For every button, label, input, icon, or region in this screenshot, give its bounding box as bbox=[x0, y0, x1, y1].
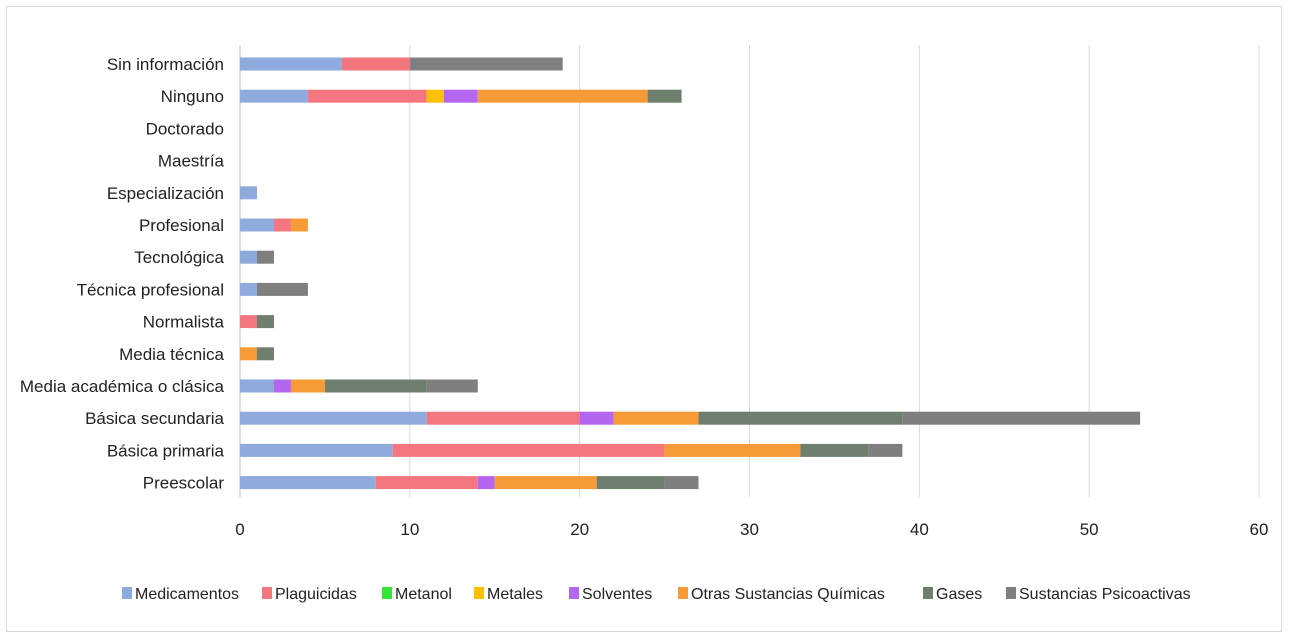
x-tick-label: 30 bbox=[740, 520, 759, 539]
bar-segment bbox=[240, 282, 257, 296]
category-label: Preescolar bbox=[143, 474, 225, 493]
category-label: Básica primaria bbox=[107, 441, 225, 460]
x-tick-label: 50 bbox=[1080, 520, 1099, 539]
legend-swatch bbox=[474, 587, 484, 599]
bar-segment bbox=[426, 411, 580, 425]
bar-segment bbox=[256, 315, 274, 329]
bar-segment bbox=[240, 315, 257, 329]
bar-segment bbox=[290, 379, 325, 393]
legend-label: Metanol bbox=[395, 586, 452, 603]
legend-label: Solventes bbox=[582, 586, 652, 603]
bar-segment bbox=[902, 411, 1141, 425]
legend-label: Otras Sustancias Químicas bbox=[691, 586, 885, 603]
category-label: Doctorado bbox=[146, 119, 224, 138]
legend-swatch bbox=[678, 587, 688, 599]
bar-segment bbox=[375, 476, 478, 490]
legend-label: Metales bbox=[487, 586, 543, 603]
chart-frame bbox=[6, 6, 1282, 632]
bar-segment bbox=[256, 250, 274, 264]
category-label: Normalista bbox=[143, 313, 225, 332]
category-labels: Preescolar Básica primaria Básica secundar… bbox=[20, 55, 225, 493]
bar-segment bbox=[273, 379, 291, 393]
bar-segment bbox=[240, 411, 427, 425]
bar-segment bbox=[698, 411, 903, 425]
bar-segment bbox=[290, 218, 308, 232]
legend-swatch bbox=[1006, 587, 1016, 599]
bar-segment bbox=[240, 379, 274, 393]
legend: Medicamentos Plaguicidas Metanol Metales Sol… bbox=[122, 586, 1191, 603]
x-tick-labels: 0 10 20 30 40 50 60 bbox=[235, 520, 1268, 539]
bar-segment bbox=[392, 443, 665, 457]
category-label: Maestría bbox=[158, 152, 225, 171]
category-label: Media académica o clásica bbox=[20, 377, 225, 396]
bar-segment bbox=[307, 89, 427, 103]
bars bbox=[240, 57, 1141, 490]
legend-swatch bbox=[262, 587, 272, 599]
bar-segment bbox=[240, 186, 257, 200]
x-tick-label: 60 bbox=[1250, 520, 1269, 539]
bar-segment bbox=[240, 347, 257, 361]
category-label: Media técnica bbox=[119, 345, 224, 364]
bar-segment bbox=[477, 89, 648, 103]
category-label: Tecnológica bbox=[134, 248, 224, 267]
bar-segment bbox=[800, 443, 869, 457]
legend-label: Medicamentos bbox=[135, 586, 239, 603]
bar-segment bbox=[494, 476, 597, 490]
bar-segment bbox=[240, 218, 274, 232]
category-label: Sin información bbox=[107, 55, 224, 74]
x-tick-label: 20 bbox=[570, 520, 589, 539]
bar-segment bbox=[256, 282, 308, 296]
bar-segment bbox=[256, 347, 274, 361]
bar-segment bbox=[240, 89, 308, 103]
legend-label: Plaguicidas bbox=[275, 586, 357, 603]
legend-swatch bbox=[923, 587, 933, 599]
bar-segment bbox=[341, 57, 410, 71]
category-label: Especialización bbox=[107, 184, 224, 203]
bar-segment bbox=[596, 476, 665, 490]
bar-segment bbox=[240, 476, 376, 490]
bar-segment bbox=[273, 218, 291, 232]
bar-segment bbox=[240, 443, 393, 457]
bar-segment bbox=[868, 443, 903, 457]
bar-segment bbox=[324, 379, 427, 393]
legend-label: Gases bbox=[936, 586, 982, 603]
bar-segment bbox=[477, 476, 495, 490]
bar-segment bbox=[579, 411, 614, 425]
gridlines bbox=[239, 45, 1260, 497]
legend-label: Sustancias Psicoactivas bbox=[1019, 586, 1191, 603]
bar-segment bbox=[409, 57, 563, 71]
bar-segment bbox=[240, 57, 342, 71]
bar-segment bbox=[240, 250, 257, 264]
x-tick-label: 40 bbox=[910, 520, 929, 539]
bar-segment bbox=[613, 411, 699, 425]
legend-swatch bbox=[569, 587, 579, 599]
category-label: Profesional bbox=[139, 216, 224, 235]
x-tick-label: 0 bbox=[235, 520, 244, 539]
bar-segment bbox=[647, 89, 682, 103]
legend-swatch bbox=[382, 587, 392, 599]
legend-swatch bbox=[122, 587, 132, 599]
category-label: Ninguno bbox=[161, 87, 224, 106]
category-label: Técnica profesional bbox=[77, 280, 224, 299]
bar-segment bbox=[426, 89, 444, 103]
bar-segment bbox=[426, 379, 478, 393]
bar-segment bbox=[664, 476, 699, 490]
bar-segment bbox=[443, 89, 478, 103]
category-label: Básica secundaria bbox=[85, 409, 224, 428]
x-tick-label: 10 bbox=[400, 520, 419, 539]
bar-segment bbox=[664, 443, 801, 457]
